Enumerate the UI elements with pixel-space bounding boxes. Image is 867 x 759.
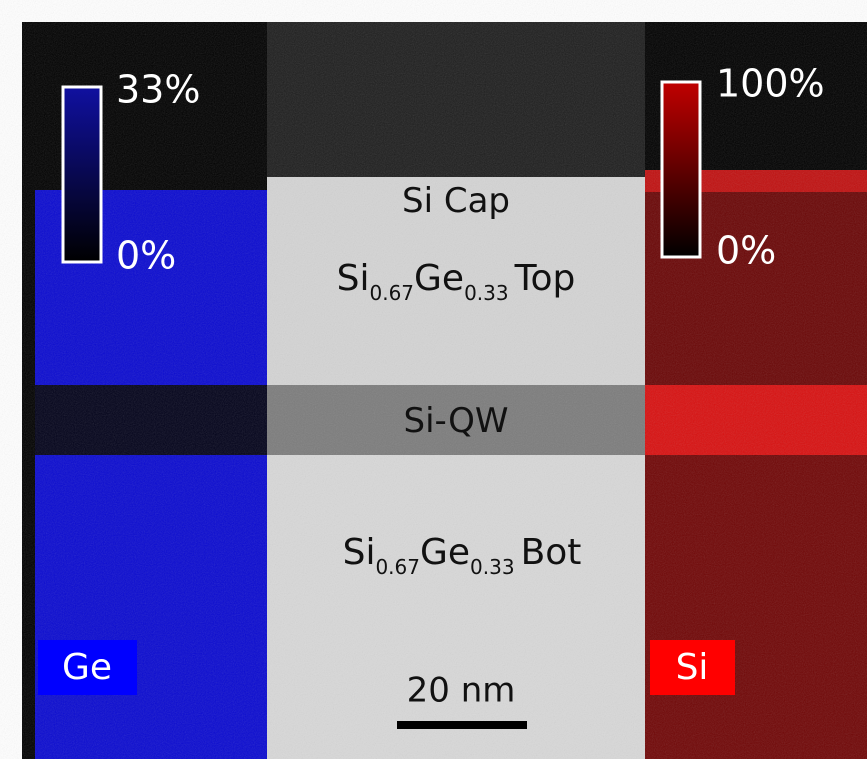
scale-min: 0% (716, 229, 776, 273)
label-part: Ge (414, 258, 464, 299)
scale-min: 0% (116, 234, 176, 278)
scale-max: 33% (116, 68, 200, 112)
si-label: Si (676, 647, 709, 688)
label-part: 0.33 (464, 281, 509, 305)
label-part: Bot (521, 532, 582, 573)
label-part: Si-QW (404, 401, 509, 441)
scale-max: 100% (716, 62, 825, 106)
noise-texture (22, 22, 867, 759)
label-part: Top (514, 258, 576, 299)
ge-label: Ge (62, 647, 112, 688)
label-part: Si Cap (402, 181, 510, 221)
label-part: Si (337, 258, 370, 299)
scale-bar-label: 20 nm (407, 671, 516, 711)
label-part: 0.33 (470, 555, 515, 579)
label-part: 0.67 (375, 555, 420, 579)
scale-bar (397, 721, 527, 729)
layer-label: Si Cap (402, 181, 510, 221)
figure: 33% 0% 100% 0% Si Cap Si0.67Ge0.33Top Si… (0, 0, 867, 759)
label-part: Si (343, 532, 376, 573)
label-part: Ge (420, 532, 470, 573)
layer-label: Si-QW (404, 401, 509, 441)
label-part: 0.67 (370, 281, 415, 305)
